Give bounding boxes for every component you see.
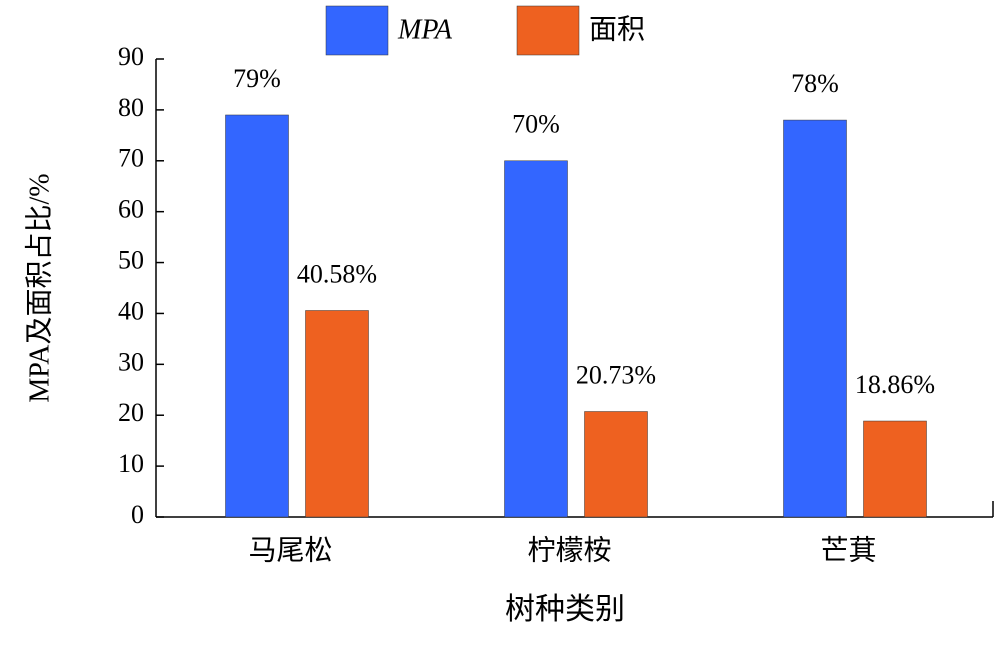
y-tick-label: 40: [118, 296, 144, 325]
x-tick-label: 马尾松: [248, 534, 332, 566]
legend-label: MPA: [397, 14, 453, 45]
y-axis-label: MPA及面积占比/%: [23, 173, 55, 402]
bar: [783, 119, 847, 518]
value-label: 70%: [512, 110, 560, 139]
bar: [305, 310, 369, 518]
x-tick-label: 柠檬桉: [527, 534, 611, 566]
bar: [504, 160, 568, 518]
legend-swatch: [325, 5, 389, 56]
y-tick-label: 0: [131, 500, 144, 529]
y-tick-label: 70: [118, 144, 144, 173]
value-label: 78%: [791, 69, 839, 98]
legend-swatch: [516, 5, 580, 56]
y-tick-label: 10: [118, 449, 144, 478]
x-axis-label: 树种类别: [505, 593, 625, 626]
legend-label: 面积: [589, 14, 645, 45]
value-label: 18.86%: [855, 370, 935, 399]
bar: [584, 411, 648, 518]
y-tick-label: 50: [118, 246, 144, 275]
y-tick-label: 80: [118, 93, 144, 122]
y-tick-label: 90: [118, 42, 144, 71]
y-tick-label: 60: [118, 195, 144, 224]
y-tick-label: 30: [118, 347, 144, 376]
value-label: 40.58%: [297, 259, 377, 288]
value-label: 20.73%: [576, 360, 656, 389]
y-tick-label: 20: [118, 398, 144, 427]
bar: [225, 114, 289, 518]
bar: [863, 420, 927, 518]
value-label: 79%: [233, 64, 281, 93]
x-tick-label: 芒萁: [820, 534, 876, 566]
